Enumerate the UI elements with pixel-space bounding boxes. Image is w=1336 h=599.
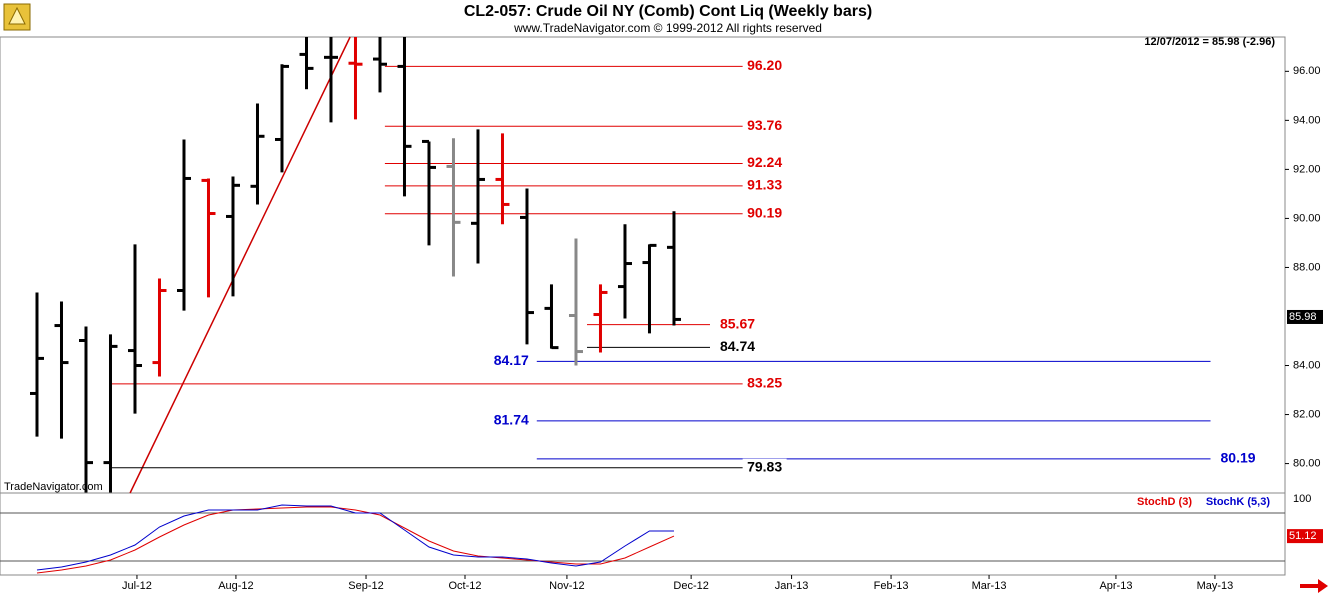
x-tick-label: Oct-12: [448, 580, 481, 592]
level-label-bg: [742, 57, 787, 74]
scroll-arrow[interactable]: [1300, 579, 1328, 593]
level-label-bg: [742, 374, 787, 391]
x-tick-label: Apr-13: [1099, 580, 1132, 592]
level-label: 93.76: [747, 117, 782, 133]
y-tick-label: 88.00: [1293, 261, 1321, 273]
y-tick-label: 90.00: [1293, 212, 1321, 224]
level-label-bg: [742, 458, 787, 475]
trendline: [129, 36, 351, 494]
x-tick-label: Dec-12: [673, 580, 708, 592]
x-tick-label: Nov-12: [549, 580, 584, 592]
y-tick-label: 94.00: [1293, 114, 1321, 126]
logo: [3, 3, 31, 31]
chart-title: CL2-057: Crude Oil NY (Comb) Cont Liq (W…: [464, 3, 872, 20]
last-price-box: [1287, 309, 1323, 324]
x-tick-label: May-13: [1197, 580, 1234, 592]
level-label: 81.74: [494, 412, 529, 428]
y-tick-label: 80.00: [1293, 457, 1321, 469]
watermark: TradeNavigator.com: [4, 481, 103, 493]
y-tick-label: 92.00: [1293, 163, 1321, 175]
level-label-bg: [742, 176, 787, 193]
last-price-note: 12/07/2012 = 85.98 (-2.96): [1144, 36, 1275, 48]
level-label-bg: [742, 154, 787, 171]
last-price-label: 85.98: [1289, 311, 1317, 323]
y-tick-label: 96.00: [1293, 65, 1321, 77]
x-tick-label: Sep-12: [348, 580, 383, 592]
level-label: 90.19: [747, 204, 782, 220]
level-label: 79.83: [747, 458, 782, 474]
legend-entry: StochD (3): [1137, 496, 1192, 508]
level-label: 91.33: [747, 177, 782, 193]
level-label: 96.20: [747, 57, 782, 73]
x-tick-label: Aug-12: [218, 580, 253, 592]
stoch-line: [36, 506, 675, 574]
stoch-line: [36, 504, 674, 571]
level-label: 84.17: [494, 352, 529, 368]
level-label: 80.19: [1221, 450, 1256, 466]
level-label: 92.24: [747, 154, 782, 170]
x-tick-label: Jul-12: [122, 580, 152, 592]
y-tick-label: 84.00: [1293, 359, 1321, 371]
x-tick-label: Mar-13: [972, 580, 1007, 592]
last-value-box: [1287, 529, 1323, 544]
level-label: 85.67: [720, 315, 755, 331]
level-label-bg: [742, 204, 787, 221]
legend-entry: StochK (5,3): [1206, 496, 1271, 508]
plot-frame: [0, 36, 1286, 576]
chart-subtitle: www.TradeNavigator.com © 1999-2012 All r…: [513, 21, 822, 35]
y-tick-label: 100: [1293, 493, 1311, 505]
x-tick-label: Jan-13: [775, 580, 809, 592]
level-label: 84.74: [720, 338, 755, 354]
x-tick-label: Feb-13: [874, 580, 909, 592]
level-label-bg: [742, 117, 787, 134]
level-label: 83.25: [747, 375, 782, 391]
y-tick-label: 82.00: [1293, 408, 1321, 420]
last-value-label: 51.12: [1289, 530, 1317, 542]
